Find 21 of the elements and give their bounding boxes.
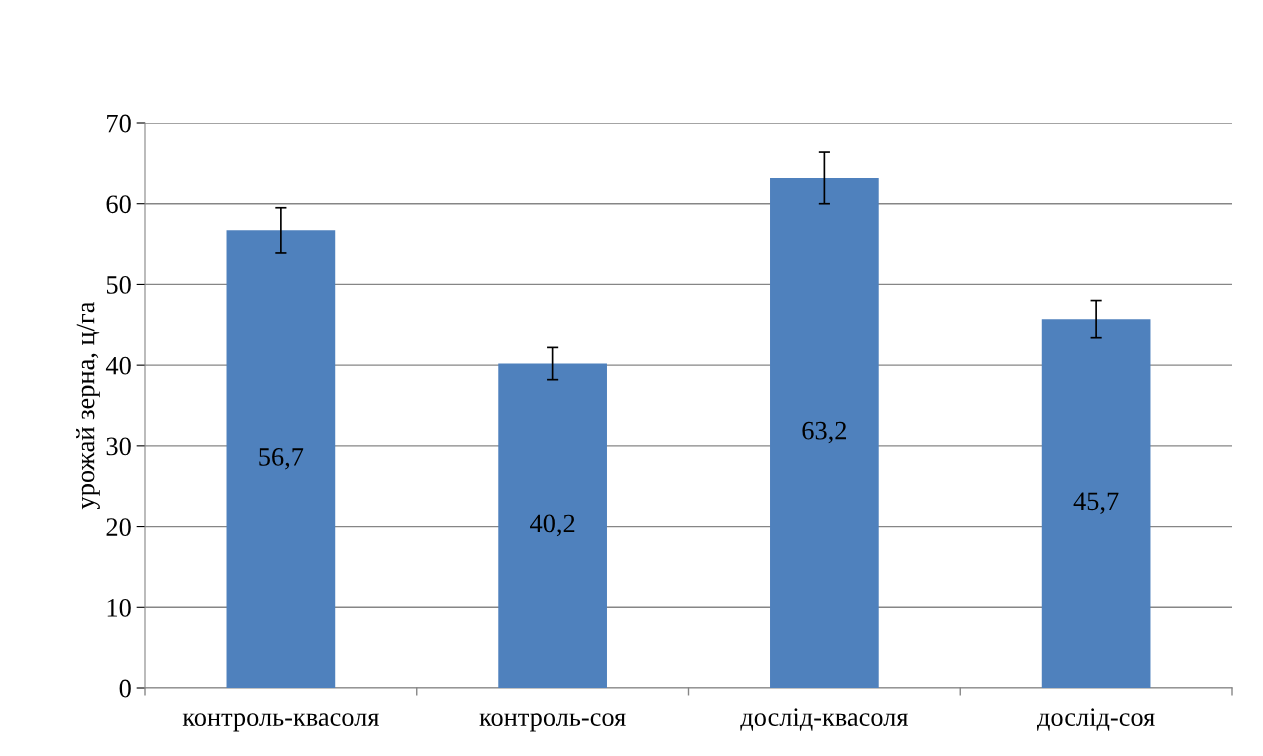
y-tick-label: 0 — [119, 679, 131, 698]
data-label: 63,2 — [802, 421, 847, 444]
bar — [770, 177, 879, 688]
y-tick-label: 20 — [106, 518, 131, 536]
data-label: 40,2 — [530, 514, 575, 537]
y-tick-label: 30 — [106, 437, 131, 456]
bar — [226, 230, 336, 688]
y-tick-label: 50 — [106, 276, 131, 294]
bar — [1041, 319, 1151, 688]
y-tick-label: 70 — [107, 114, 131, 133]
data-label: 56,7 — [259, 448, 304, 470]
x-tick-label: дослід-соя — [1037, 708, 1155, 731]
y-tick-label: 40 — [105, 356, 131, 375]
x-tick-label: дослід-квасоля — [740, 708, 908, 731]
x-tick-label: контроль-соя — [479, 713, 626, 732]
y-tick-label: 10 — [107, 598, 131, 617]
x-tick-label: контроль-квасоля — [182, 713, 379, 732]
y-axis-title: урожай зерна, ц/га — [76, 301, 100, 510]
bar — [498, 363, 607, 688]
y-tick-label: 60 — [106, 195, 131, 214]
data-label: 45,7 — [1073, 492, 1119, 514]
